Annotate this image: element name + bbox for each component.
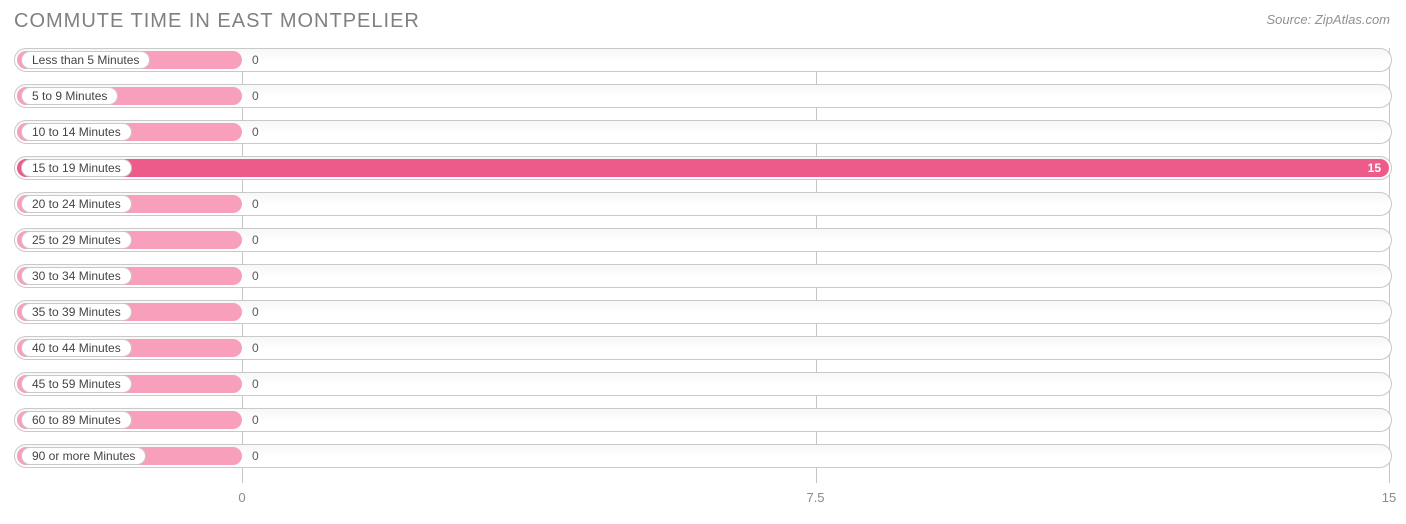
bar-value-label: 0 xyxy=(252,48,259,72)
bar-category-label: Less than 5 Minutes xyxy=(21,51,150,69)
bar-value-label: 0 xyxy=(252,336,259,360)
bar-value-label: 0 xyxy=(252,264,259,288)
bar-value-label: 0 xyxy=(252,444,259,468)
bar-category-label: 5 to 9 Minutes xyxy=(21,87,118,105)
bar-category-label: 10 to 14 Minutes xyxy=(21,123,132,141)
bar-value-label: 0 xyxy=(252,84,259,108)
bar-value-label: 0 xyxy=(252,408,259,432)
chart-plot-area: 0 Less than 5 Minutes 0 5 to 9 Minutes 0 10 t… xyxy=(14,48,1392,483)
x-axis-tick-label: 7.5 xyxy=(806,490,824,505)
bar-category-label: 25 to 29 Minutes xyxy=(21,231,132,249)
chart-title: COMMUTE TIME IN EAST MONTPELIER xyxy=(14,10,420,33)
bar-category-label: 20 to 24 Minutes xyxy=(21,195,132,213)
bar-category-label: 35 to 39 Minutes xyxy=(21,303,132,321)
source-attribution: Source: ZipAtlas.com xyxy=(1266,12,1390,27)
bar-value-label: 0 xyxy=(252,228,259,252)
x-axis-tick-label: 0 xyxy=(238,490,245,505)
chart-container: COMMUTE TIME IN EAST MONTPELIER Source: … xyxy=(0,0,1406,524)
bar-value-label: 0 xyxy=(252,372,259,396)
x-axis: 07.515 xyxy=(14,490,1392,510)
bar-value-label: 0 xyxy=(252,300,259,324)
bar-category-label: 60 to 89 Minutes xyxy=(21,411,132,429)
bar-value-label: 0 xyxy=(252,120,259,144)
bar-category-label: 30 to 34 Minutes xyxy=(21,267,132,285)
bar-category-label: 45 to 59 Minutes xyxy=(21,375,132,393)
bar: 15 xyxy=(17,159,1389,177)
x-axis-tick-label: 15 xyxy=(1382,490,1396,505)
bar-category-label: 90 or more Minutes xyxy=(21,447,146,465)
bar-category-label: 15 to 19 Minutes xyxy=(21,159,132,177)
bar-value-label: 0 xyxy=(252,192,259,216)
bar-category-label: 40 to 44 Minutes xyxy=(21,339,132,357)
bar-value-label: 15 xyxy=(1368,161,1381,175)
